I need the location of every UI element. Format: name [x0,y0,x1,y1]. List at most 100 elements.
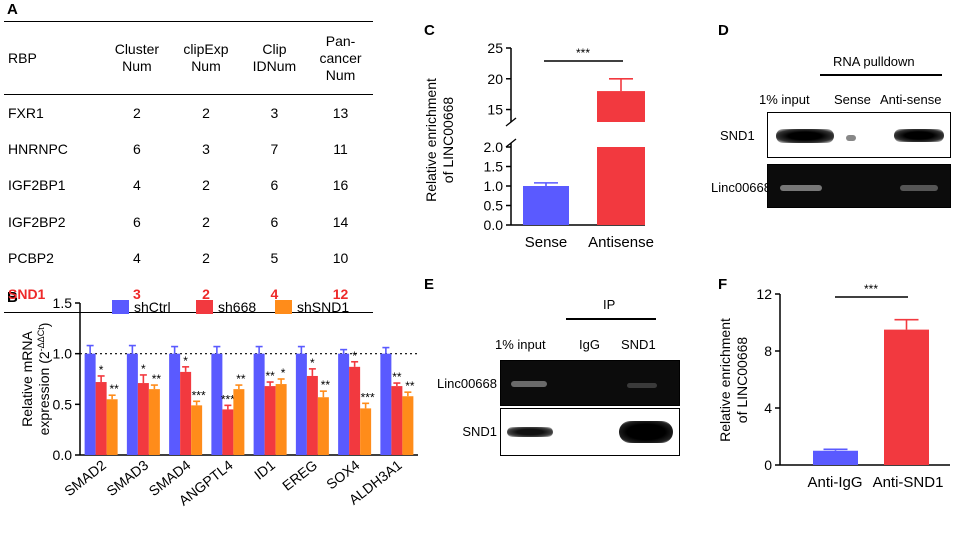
bar-shCtrl [295,353,307,455]
panel-label-f: F [718,276,728,293]
significance-label: * [281,366,286,380]
blot-d-row-linc: Linc00668 [711,180,771,195]
bar-shSND1 [106,399,118,455]
table-cell: 6 [270,213,279,230]
table-cell: FXR1 [8,105,44,122]
y-tick-label: 4 [764,400,772,416]
blot-e-lane-igg: IgG [579,337,600,352]
blot-e-row-snd1: SND1 [462,424,497,439]
axis-break-mark [505,117,517,127]
y-tick-label: 1.0 [484,178,504,194]
blot-d-row-snd1: SND1 [720,128,755,143]
table-row: FXR1 2 2 3 13 [4,95,373,132]
x-tick-label: SMAD3 [103,457,151,499]
table-cell: 11 [333,141,348,158]
y-tick-label: 2.0 [484,139,504,155]
blot-e-lane-input: 1% input [495,337,546,352]
bar-sh668 [349,366,361,455]
table-cell: 10 [332,249,349,266]
blot-e-gel-linc [500,360,680,406]
bar-shSND1 [233,389,245,455]
legend-swatch [112,300,129,314]
bar-sh668 [180,371,192,455]
blot-band [780,185,822,191]
table-cell: 6 [132,213,141,230]
table-header: RBP [4,21,103,95]
bar-shCtrl [211,353,223,455]
table-cell: SND1 [4,275,103,314]
table-cell: 6 [132,141,141,158]
y-axis-label-line2: of LINC00668 [734,337,750,424]
x-tick-label: ID1 [251,457,278,483]
x-tick-label: EREG [279,457,320,494]
significance-label: *** [192,388,206,402]
bar-shSND1 [275,384,287,455]
rbp-table: RBP Cluster Num clipExp Num Clip IDNum Pan-canc… [4,21,373,314]
bar-sh668 [306,375,318,455]
legend-swatch [196,300,213,314]
table-row: IGF2BP2 6 2 6 14 [4,204,373,240]
significance-label: *** [221,392,235,406]
y-axis-label-line1: Relative enrichment [423,78,439,202]
legend-label: shCtrl [134,299,171,315]
panel-label-c: C [424,22,435,39]
significance-label: ** [265,369,275,383]
y-tick-label: 1.5 [484,159,504,175]
significance-label: * [310,356,315,370]
y-tick-label: 0.5 [484,198,504,214]
panel-label-d: D [718,22,729,39]
x-tick-label: Anti-IgG [807,474,862,491]
blot-band [619,421,673,443]
y-tick-label: 15 [487,102,503,118]
significance-label: ** [392,370,402,384]
blot-band [776,129,834,143]
table-cell: HNRNPC [8,141,68,158]
blot-d-lane-input: 1% input [759,92,810,107]
table-cell: 5 [270,249,279,266]
table-cell: IGF2BP2 [8,213,66,230]
bar-shSND1 [191,405,203,455]
y-axis-label-line2: of LINC00668 [440,97,456,184]
bar-sh668 [222,409,234,455]
bar-shCtrl [338,353,350,455]
bar-shSND1 [360,408,372,455]
blot-d-rna-pulldown: RNA pulldown 1% input Sense Anti-sense S… [711,30,961,280]
bar-shSND1 [402,396,414,455]
significance-label: ** [321,378,331,392]
bar-antisense-lower [597,147,645,225]
bar-shCtrl [84,353,96,455]
blot-d-gel-linc [767,164,951,208]
blot-e-header-line [566,318,656,320]
x-tick-label: Anti-SND1 [873,474,944,491]
blot-d-header-line [820,74,942,76]
table-cell: 4 [132,249,141,266]
significance-label: * [99,363,104,377]
y-tick-label: 0 [764,457,772,473]
significance-label: * [183,354,188,368]
blot-e-row-linc: Linc00668 [437,376,497,391]
axis-break-mark [505,138,517,148]
y-tick-label: 12 [756,286,772,302]
panel-label-e: E [424,276,435,293]
significance-label: *** [864,282,878,296]
y-tick-label: 1.5 [53,295,73,311]
bar-antisense-upper [597,91,645,122]
bar-sh668 [137,383,149,455]
table-header: Clip IDNum [240,21,309,95]
x-tick-label: Sense [525,234,568,251]
blot-e-header: IP [603,297,616,312]
blot-d-lane-sense: Sense [834,92,871,107]
bar-shCtrl [253,353,265,455]
blot-band [507,427,553,437]
legend-label: shSND1 [297,299,349,315]
table-row: PCBP2 4 2 5 10 [4,240,373,276]
table-row: IGF2BP1 4 2 6 16 [4,167,373,203]
x-tick-label: Antisense [588,234,654,251]
table-cell: 2 [132,105,141,122]
y-axis-label-line1: Relative enrichment [718,318,733,442]
table-cell: 16 [332,177,349,194]
blot-d-header: RNA pulldown [833,54,915,69]
y-axis-label-line2: expression (2-ΔΔCt) [36,323,52,436]
bar-shSND1 [148,389,160,455]
blot-e-western-snd1 [500,408,680,456]
